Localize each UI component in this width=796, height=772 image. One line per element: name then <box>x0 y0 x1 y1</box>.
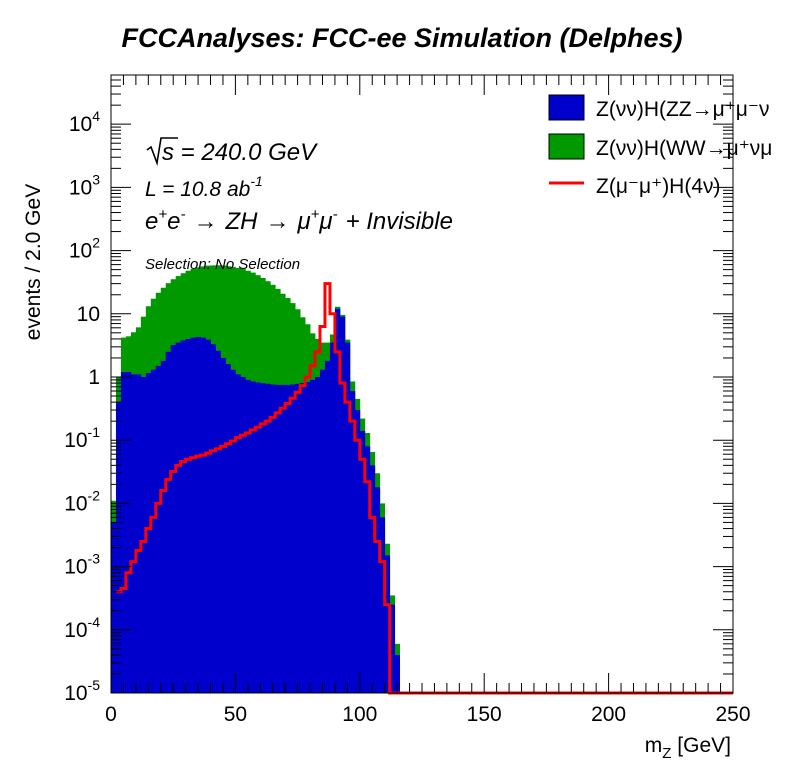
zz-stack-bar <box>260 383 266 693</box>
zz-stack-bar <box>364 446 371 693</box>
x-tick-label: 0 <box>105 703 117 726</box>
zz-stack-bar <box>165 351 172 693</box>
selection-annotation: Selection: No Selection <box>145 256 300 273</box>
zz-stack-bar <box>180 340 187 693</box>
zz-stack-bar <box>290 384 296 693</box>
energy-annotation: s = 240.0 GeV <box>146 137 318 167</box>
zz-stack-bar <box>379 517 386 693</box>
histogram-line <box>115 282 733 695</box>
y-tick-label: 10-3 <box>64 551 100 579</box>
zmumu-step-line <box>115 282 733 695</box>
zz-stack-bar <box>140 376 147 693</box>
zz-stack-bar <box>344 342 351 693</box>
chart-title: FCCAnalyses: FCC-ee Simulation (Delphes) <box>121 23 682 53</box>
histogram-bars <box>111 265 401 693</box>
zz-stack-bar <box>145 373 152 693</box>
zz-stack-bar <box>210 344 216 693</box>
legend-swatch-ww <box>548 133 585 160</box>
x-axis-ticks: 0 50 100 150 200 250 <box>105 75 751 726</box>
zz-stack-bar <box>220 357 226 693</box>
y-tick-label: 102 <box>69 235 100 263</box>
zz-stack-bar <box>334 308 341 693</box>
zz-stack-bar <box>374 487 381 693</box>
zz-stack-bar <box>394 654 401 693</box>
x-tick-label: 200 <box>591 703 626 726</box>
zz-stack-bar <box>324 360 331 693</box>
zz-stack-bar <box>389 604 396 693</box>
zz-stack-bar <box>285 384 291 693</box>
zz-stack-bar <box>190 337 196 693</box>
y-tick-label: 103 <box>69 171 100 199</box>
x-axis-label: mZ [GeV] <box>645 734 731 762</box>
y-tick-label: 10-2 <box>64 487 100 515</box>
zz-stack-bar <box>339 316 346 693</box>
zz-stack-bar <box>369 465 376 693</box>
zz-stack-bar <box>185 338 192 693</box>
zz-stack-bar <box>135 374 142 693</box>
legend-swatch-zz <box>548 94 585 121</box>
zz-stack-bar <box>359 430 366 693</box>
x-tick-label: 150 <box>467 703 502 726</box>
zz-stack-bar <box>245 379 251 693</box>
energy-value: = 240.0 GeV <box>174 139 318 166</box>
sqrt-symbol <box>146 137 178 167</box>
zz-stack-bar <box>235 374 241 693</box>
sqrt-s: s <box>162 139 174 166</box>
zz-stack-bar <box>275 384 281 693</box>
zz-stack-bar <box>300 383 306 693</box>
y-tick-label: 1 <box>88 366 100 389</box>
zz-stack-bar <box>265 383 271 693</box>
zz-stack-bar <box>125 371 132 693</box>
zz-stack-bar <box>205 339 211 693</box>
zz-stack-bar <box>295 383 301 693</box>
zz-stack-bar <box>240 376 246 693</box>
zz-stack-bar <box>305 382 311 693</box>
x-tick-label: 250 <box>715 703 750 726</box>
zz-stack-bar <box>170 345 177 693</box>
zz-stack-bar <box>195 336 201 693</box>
zz-stack-bar <box>225 364 231 693</box>
legend-label-line: Z(μ⁻μ⁺)H(4ν) <box>596 175 721 198</box>
y-axis-label: events / 2.0 GeV <box>22 184 45 340</box>
y-tick-label: 104 <box>69 108 100 136</box>
zz-stack-bar <box>200 337 206 693</box>
y-axis-ticks: 10-5 10-4 10-3 10-2 10-1 1 10 102 103 104 <box>64 74 733 705</box>
y-tick-label: 10-1 <box>64 424 100 452</box>
y-tick-label: 10-5 <box>64 677 100 705</box>
zz-stack-bar <box>349 391 356 693</box>
legend-label-ww: Z(νν)H(WW→μ⁺νμ <box>596 137 772 160</box>
y-tick-label: 10 <box>77 303 100 326</box>
zz-stack-bar <box>255 382 261 693</box>
x-tick-label: 50 <box>224 703 247 726</box>
y-tick-label: 10-4 <box>64 614 100 642</box>
zz-stack-bar <box>155 365 162 693</box>
zz-stack-bar <box>230 369 236 693</box>
zz-stack-bar <box>329 342 336 693</box>
legend-label-zz: Z(νν)H(ZZ→μ⁺μ⁻ν <box>596 98 770 121</box>
zz-stack-bar <box>319 369 326 693</box>
zz-stack-bar <box>310 379 316 693</box>
zz-stack-bar <box>175 342 182 693</box>
zz-stack-bar <box>130 374 137 693</box>
zz-stack-bar <box>270 384 276 693</box>
zz-stack-bar <box>160 360 167 693</box>
zz-stack-bar <box>315 376 321 693</box>
svg-text:s = 240.0 GeV: s = 240.0 GeV <box>162 139 318 166</box>
zz-stack-bar <box>150 369 157 693</box>
zz-stack-bar <box>250 381 256 693</box>
x-tick-label: 100 <box>342 703 377 726</box>
zz-stack-bar <box>215 350 221 693</box>
zz-stack-bar <box>384 555 391 693</box>
lumi-annotation: L = 10.8 ab-1 <box>145 173 263 201</box>
legend: Z(νν)H(ZZ→μ⁺μ⁻ν Z(νν)H(WW→μ⁺νμ Z(μ⁻μ⁺)H(… <box>548 94 772 198</box>
zz-stack-bar <box>120 371 127 693</box>
zz-stack-bar <box>354 410 361 693</box>
zz-stack-bar <box>111 522 117 693</box>
process-annotation: e+e- → ZH → μ+μ- + Invisible <box>145 206 453 235</box>
zz-stack-bar <box>280 384 286 693</box>
